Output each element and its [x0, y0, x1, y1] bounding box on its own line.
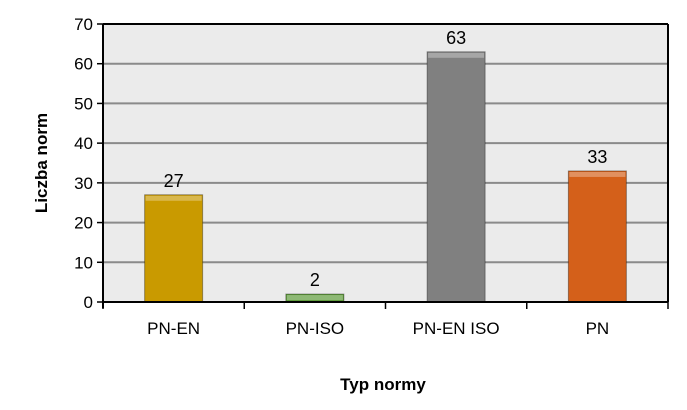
x-axis-title: Typ normy [340, 375, 426, 394]
x-tick-label: PN-EN ISO [413, 319, 500, 338]
y-tick-label: 30 [74, 174, 93, 193]
y-tick-label: 40 [74, 134, 93, 153]
data-label: 27 [164, 171, 184, 191]
y-tick-label: 50 [74, 94, 93, 113]
data-label: 63 [446, 28, 466, 48]
data-label: 2 [310, 270, 320, 290]
y-axis-title: Liczba norm [32, 113, 51, 213]
bar-pn-en [144, 194, 204, 303]
data-label: 33 [587, 147, 607, 167]
y-tick-label: 60 [74, 55, 93, 74]
x-tick-label: PN-ISO [286, 319, 345, 338]
bar-pn [567, 170, 627, 303]
bar-highlight [145, 195, 202, 201]
x-tick-label: PN-EN [147, 319, 200, 338]
bar-highlight [569, 171, 626, 177]
bar-highlight [428, 52, 485, 58]
y-tick-label: 0 [84, 293, 93, 312]
bar-pn-en-iso [426, 51, 486, 303]
y-tick-label: 70 [74, 15, 93, 34]
bar-highlight [286, 295, 343, 301]
x-tick-label: PN [586, 319, 610, 338]
y-tick-label: 10 [74, 253, 93, 272]
y-tick-label: 20 [74, 214, 93, 233]
